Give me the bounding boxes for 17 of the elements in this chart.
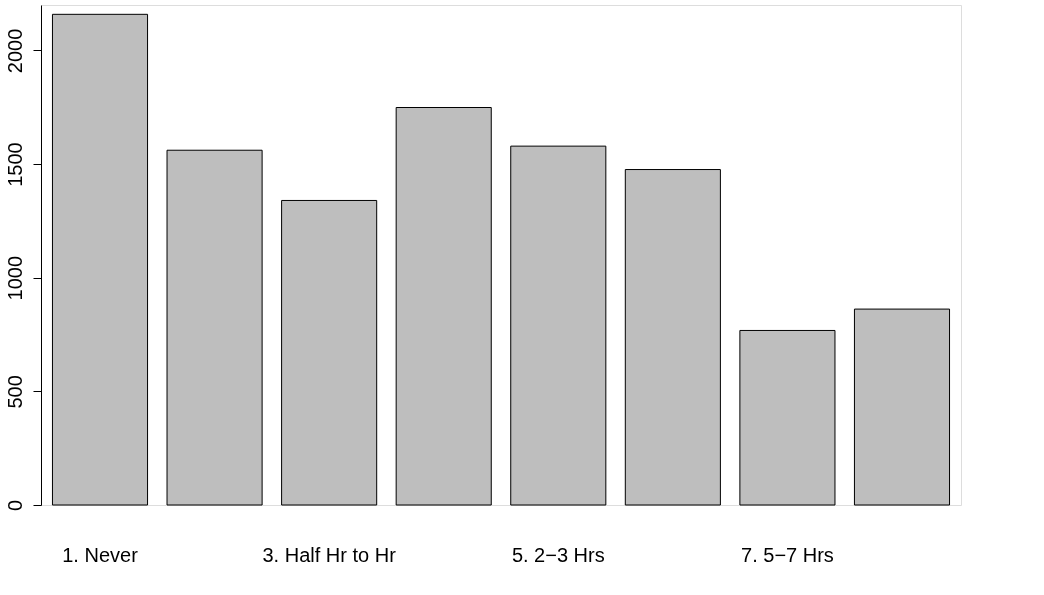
x-tick-label: 3. Half Hr to Hr	[262, 543, 397, 566]
y-tick-label: 2000	[3, 28, 26, 74]
bar	[395, 107, 492, 506]
bar	[510, 145, 607, 506]
x-tick-label: 1. Never	[62, 543, 139, 566]
bar	[51, 13, 149, 506]
bar	[739, 329, 836, 506]
y-tick-label: 0	[3, 499, 26, 512]
y-tick-label: 1000	[3, 255, 26, 301]
y-tick-label: 500	[3, 375, 26, 409]
bar	[853, 308, 951, 506]
x-tick-label: 7. 5−7 Hrs	[741, 543, 834, 566]
bar	[281, 199, 378, 506]
y-tick-label: 1500	[3, 142, 26, 187]
x-tick-label: 5. 2−3 Hrs	[511, 543, 605, 566]
bar	[624, 169, 721, 506]
bar	[166, 149, 263, 506]
